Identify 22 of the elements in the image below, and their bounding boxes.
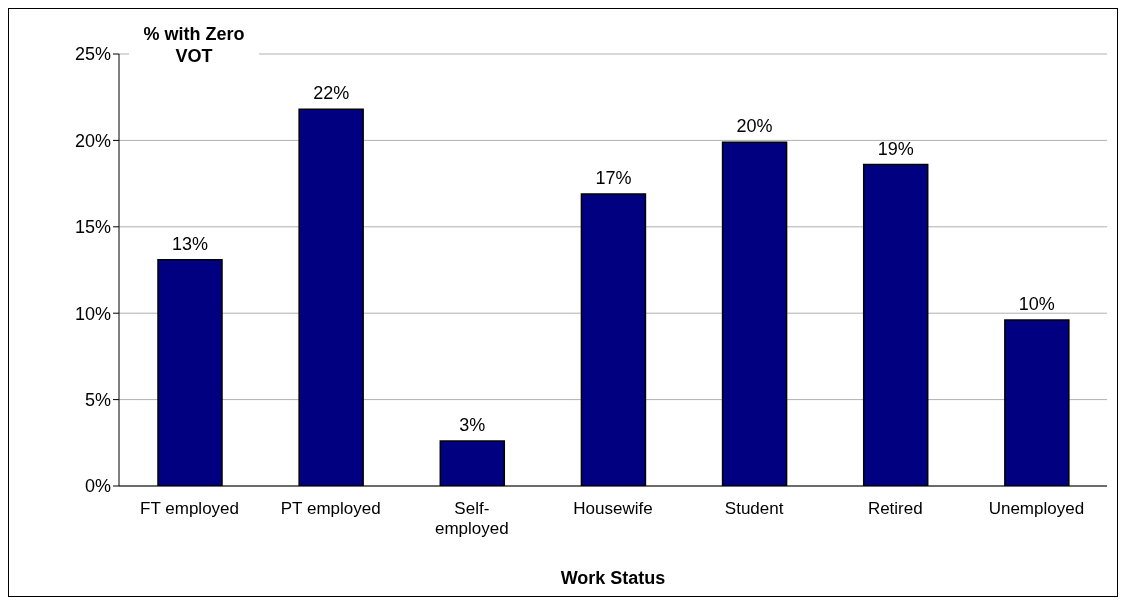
x-tick-label: Unemployed	[988, 499, 1085, 518]
y-tick-label: 25%	[74, 44, 111, 65]
y-tick-label: 0%	[84, 476, 111, 497]
x-axis-title: Work Status	[560, 568, 666, 588]
data-label: 3%	[459, 415, 486, 436]
y-axis-title: % with Zero VOT	[129, 23, 259, 67]
x-tick-label: Retired	[867, 499, 923, 518]
x-tick-label: Housewife	[573, 499, 653, 518]
y-tick-label: 10%	[74, 303, 111, 324]
x-tick-label: Self-employed	[435, 499, 509, 538]
x-tick-label: PT employed	[280, 499, 381, 518]
data-label: 20%	[736, 116, 773, 137]
data-label: 10%	[1018, 294, 1055, 315]
y-tick-label: 15%	[74, 217, 111, 238]
x-tick-label: FT employed	[140, 499, 240, 518]
y-tick-label: 20%	[74, 130, 111, 151]
data-label: 22%	[313, 83, 350, 104]
data-label: 17%	[595, 167, 632, 188]
y-tick-label: 5%	[84, 389, 111, 410]
data-label: 19%	[877, 138, 914, 159]
x-tick-label: Student	[724, 499, 784, 518]
data-label: 13%	[171, 233, 209, 254]
